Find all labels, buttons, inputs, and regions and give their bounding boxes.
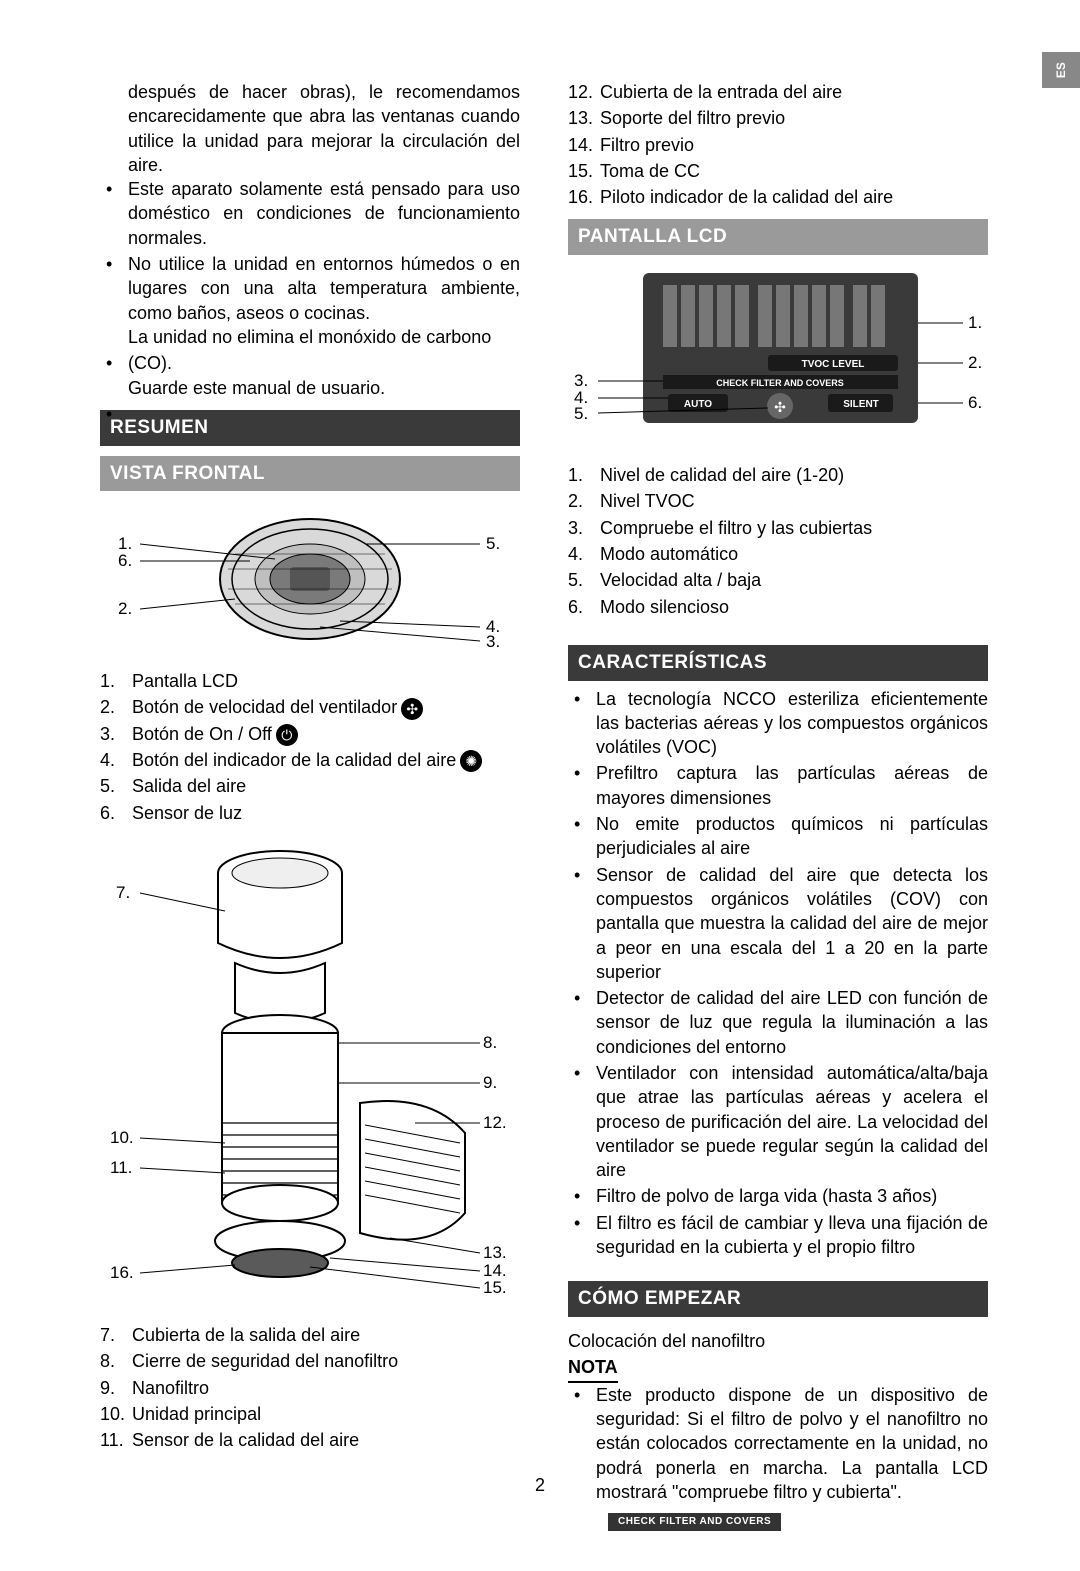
list-item: 4.Botón del indicador de la calidad del … — [100, 748, 520, 772]
list-item: 3.Botón de On / Off⏻ — [100, 722, 520, 746]
svg-text:16.: 16. — [110, 1263, 134, 1282]
svg-text:AUTO: AUTO — [684, 399, 712, 410]
section-pantalla-lcd: PANTALLA LCD — [568, 219, 988, 255]
list-item: 5.Salida del aire — [100, 774, 520, 798]
list-item: 10.Unidad principal — [100, 1402, 520, 1426]
air-quality-icon: ✺ — [460, 750, 482, 772]
svg-text:6.: 6. — [118, 551, 132, 570]
list-item: 6.Modo silencioso — [568, 595, 988, 619]
feature-item: No emite productos químicos ni partícula… — [568, 812, 988, 861]
section-como-empezar: CÓMO EMPEZAR — [568, 1281, 988, 1317]
list-item: 1.Pantalla LCD — [100, 669, 520, 693]
svg-text:✣: ✣ — [774, 399, 786, 415]
list-item: 2.Nivel TVOC — [568, 489, 988, 513]
diagram-exploded: 7. 10. 11. 16. 8. 9. 12. 13. 14. 15. — [100, 833, 520, 1313]
svg-text:TVOC LEVEL: TVOC LEVEL — [802, 359, 865, 370]
list-item: 1.Nivel de calidad del aire (1-20) — [568, 463, 988, 487]
feature-item: Ventilador con intensidad automática/alt… — [568, 1061, 988, 1182]
language-tab: ES — [1042, 52, 1080, 88]
svg-text:5.: 5. — [574, 404, 588, 423]
list-item: 2.Botón de velocidad del ventilador✣ — [100, 695, 520, 719]
svg-text:7.: 7. — [116, 883, 130, 902]
list-item: 7.Cubierta de la salida del aire — [100, 1323, 520, 1347]
svg-text:12.: 12. — [483, 1113, 507, 1132]
continued-list: 12.Cubierta de la entrada del aire 13.So… — [568, 80, 988, 209]
svg-text:8.: 8. — [483, 1033, 497, 1052]
feature-item: Prefiltro captura las partículas aéreas … — [568, 761, 988, 810]
svg-text:9.: 9. — [483, 1073, 497, 1092]
svg-text:CHECK FILTER AND COVERS: CHECK FILTER AND COVERS — [716, 378, 844, 388]
feature-item: El filtro es fácil de cambiar y lleva un… — [568, 1211, 988, 1260]
list-item: 14.Filtro previo — [568, 133, 988, 157]
features-list: La tecnología NCCO esteriliza eficientem… — [568, 687, 988, 1260]
section-caracteristicas: CARACTERÍSTICAS — [568, 645, 988, 681]
svg-text:3.: 3. — [486, 632, 500, 651]
svg-text:SILENT: SILENT — [843, 399, 879, 410]
diagram-top-view: 1. 6. 2. 5. 4. 3. — [100, 499, 520, 659]
list-item: 15.Toma de CC — [568, 159, 988, 183]
check-filter-strip: CHECK FILTER AND COVERS — [608, 1513, 781, 1531]
feature-item: Detector de calidad del aire LED con fun… — [568, 986, 988, 1059]
svg-text:2.: 2. — [968, 353, 982, 372]
power-icon: ⏻ — [276, 724, 298, 746]
intro-bullet: Este aparato solamente está pensado para… — [100, 177, 520, 250]
left-column: después de hacer obras), le recomendamos… — [100, 80, 520, 1531]
list-item: 13.Soporte del filtro previo — [568, 106, 988, 130]
svg-text:15.: 15. — [483, 1278, 507, 1297]
exploded-list: 7.Cubierta de la salida del aire 8.Cierr… — [100, 1323, 520, 1452]
list-item: 6.Sensor de luz — [100, 801, 520, 825]
feature-item: Sensor de calidad del aire que detecta l… — [568, 863, 988, 984]
section-vista-frontal: VISTA FRONTAL — [100, 456, 520, 492]
list-item: 12.Cubierta de la entrada del aire — [568, 80, 988, 104]
list-item: 8.Cierre de seguridad del nanofiltro — [100, 1349, 520, 1373]
page-number: 2 — [0, 1473, 1080, 1497]
svg-text:5.: 5. — [486, 534, 500, 553]
list-item: 3.Compruebe el filtro y las cubiertas — [568, 516, 988, 540]
feature-item: Filtro de polvo de larga vida (hasta 3 a… — [568, 1184, 988, 1208]
intro-bullets: Este aparato solamente está pensado para… — [100, 177, 520, 400]
lcd-list: 1.Nivel de calidad del aire (1-20) 2.Niv… — [568, 463, 988, 619]
page-columns: después de hacer obras), le recomendamos… — [0, 0, 1080, 1571]
front-view-list: 1.Pantalla LCD 2.Botón de velocidad del … — [100, 669, 520, 825]
list-item: 9.Nanofiltro — [100, 1376, 520, 1400]
feature-item: La tecnología NCCO esteriliza eficientem… — [568, 687, 988, 760]
list-item: 16.Piloto indicador de la calidad del ai… — [568, 185, 988, 209]
svg-text:2.: 2. — [118, 599, 132, 618]
list-item: 4.Modo automático — [568, 542, 988, 566]
subheading-colocacion: Colocación del nanofiltro — [568, 1329, 988, 1353]
svg-text:10.: 10. — [110, 1128, 134, 1147]
intro-bullet: No utilice la unidad en entornos húmedos… — [100, 252, 520, 349]
nota-label: NOTA — [568, 1355, 618, 1382]
right-column: 12.Cubierta de la entrada del aire 13.So… — [568, 80, 988, 1531]
intro-paragraph: después de hacer obras), le recomendamos… — [100, 80, 520, 177]
svg-text:1.: 1. — [968, 313, 982, 332]
diagram-lcd: TVOC LEVEL CHECK FILTER AND COVERS AUTO … — [568, 263, 988, 453]
section-resumen: RESUMEN — [100, 410, 520, 446]
list-item: 5.Velocidad alta / baja — [568, 568, 988, 592]
fan-icon: ✣ — [401, 698, 423, 720]
svg-text:6.: 6. — [968, 393, 982, 412]
intro-bullet: (CO). Guarde este manual de usuario. — [100, 351, 520, 400]
svg-text:11.: 11. — [110, 1158, 132, 1177]
svg-text:13.: 13. — [483, 1243, 507, 1262]
list-item: 11.Sensor de la calidad del aire — [100, 1428, 520, 1452]
